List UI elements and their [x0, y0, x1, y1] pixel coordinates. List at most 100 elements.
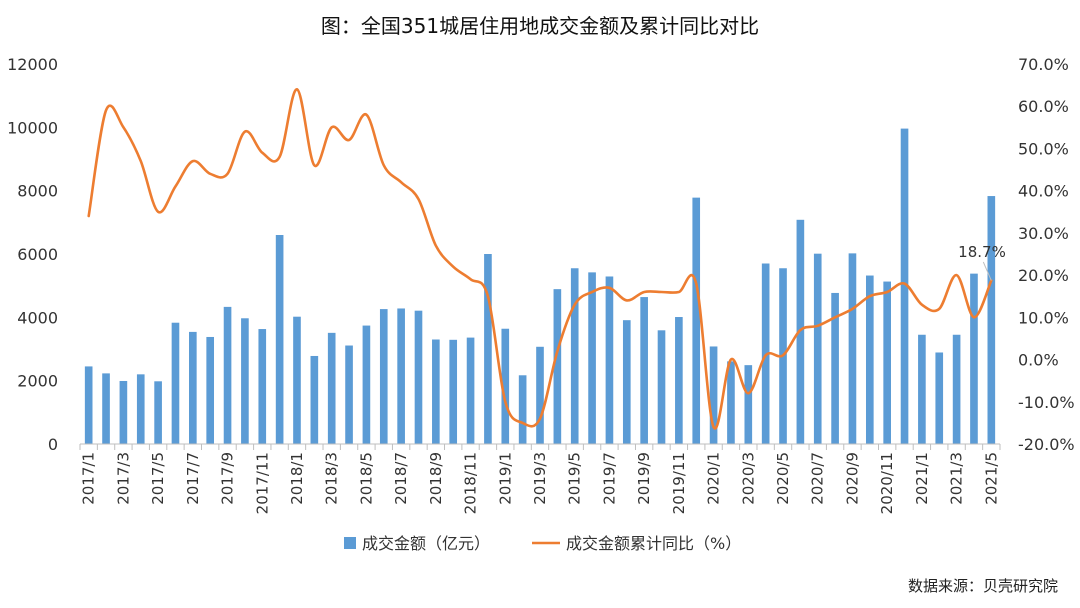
bar — [223, 306, 232, 444]
x-tick-label: 2021/5 — [982, 452, 1000, 505]
bar — [345, 345, 353, 444]
bar — [622, 320, 631, 444]
bar — [310, 355, 319, 444]
bar — [675, 317, 683, 444]
bar — [848, 253, 857, 444]
left-axis-ticks: 0 2000 4000 6000 8000 10000 12000 — [7, 55, 58, 454]
bar — [206, 336, 215, 444]
x-tick-label: 2017/11 — [253, 452, 271, 514]
bar — [883, 281, 891, 444]
annotation-group: 18.7% — [958, 243, 1006, 281]
right-axis-tick-label: 30.0% — [1018, 224, 1069, 243]
bar — [918, 334, 926, 444]
bar — [605, 276, 614, 444]
x-tick-label: 2021/1 — [913, 452, 931, 505]
bar — [414, 310, 423, 444]
right-axis-ticks: -20.0% -10.0% 0.0% 10.0% 20.0% 30.0% 40.0% 50.0… — [1018, 55, 1075, 454]
x-tick-label: 2019/3 — [531, 452, 549, 505]
bar — [397, 308, 405, 444]
x-tick-label: 2020/11 — [878, 452, 896, 514]
bar — [588, 272, 596, 444]
line-series-yoy — [87, 87, 993, 430]
left-axis-tick-label: 2000 — [17, 372, 58, 391]
x-tick-label: 2017/3 — [114, 452, 132, 505]
bar — [900, 128, 909, 444]
bar — [570, 268, 579, 444]
bar — [102, 373, 110, 444]
left-axis-tick-label: 10000 — [7, 118, 58, 137]
x-tick-label: 2020/5 — [774, 452, 792, 505]
x-tick-label: 2017/5 — [149, 452, 167, 505]
x-tick-label: 2020/3 — [739, 452, 757, 505]
x-tick-label: 2018/1 — [288, 452, 306, 505]
bar — [154, 381, 162, 444]
bar — [813, 253, 822, 444]
bar — [796, 219, 805, 444]
bar — [379, 309, 388, 444]
legend: 成交金额（亿元） 成交金额累计同比（%） — [344, 534, 741, 553]
left-axis-tick-label: 8000 — [17, 182, 58, 201]
data-source: 数据来源：贝壳研究院 — [907, 577, 1058, 595]
x-tick-label: 2019/7 — [600, 452, 618, 505]
bar — [744, 365, 753, 444]
bar — [275, 235, 284, 444]
x-tick-label: 2018/9 — [427, 452, 445, 505]
bar — [119, 380, 128, 444]
bar — [692, 197, 701, 444]
bar — [987, 196, 996, 444]
x-tick-label: 2017/7 — [184, 452, 202, 505]
right-axis-tick-label: 60.0% — [1018, 97, 1069, 116]
x-tick-label: 2018/11 — [462, 452, 480, 514]
bar — [84, 366, 93, 444]
right-axis-tick-label: 70.0% — [1018, 55, 1069, 74]
bar — [501, 328, 510, 444]
x-tick-label: 2019/11 — [670, 452, 688, 514]
bar — [327, 332, 336, 444]
bar — [432, 339, 440, 444]
bar — [970, 273, 978, 444]
annotation-label: 18.7% — [958, 243, 1006, 261]
x-tick-label: 2019/9 — [635, 452, 653, 505]
bar — [831, 292, 839, 444]
bar — [709, 346, 718, 444]
chart-title: 图：全国351城居住用地成交金额及累计同比对比 — [320, 14, 760, 38]
bar — [293, 316, 301, 444]
x-tick-label: 2018/5 — [357, 452, 375, 505]
left-axis-tick-label: 0 — [48, 435, 58, 454]
left-axis-tick-label: 4000 — [17, 308, 58, 327]
x-tick-label: 2018/3 — [323, 452, 341, 505]
x-tick-label: 2019/5 — [566, 452, 584, 505]
bar — [952, 334, 961, 444]
right-axis-tick-label: 20.0% — [1018, 266, 1069, 285]
annotation-leader — [982, 261, 992, 281]
right-axis-tick-label: 0.0% — [1018, 351, 1059, 370]
right-axis-tick-label: 50.0% — [1018, 139, 1069, 158]
legend-bar-swatch — [344, 537, 356, 549]
x-tick-label: 2020/7 — [809, 452, 827, 505]
bar-series — [84, 128, 996, 444]
x-tick-label: 2020/1 — [705, 452, 723, 505]
right-axis-tick-label: -20.0% — [1018, 435, 1075, 454]
legend-line-label: 成交金额累计同比（%） — [566, 534, 741, 553]
bar — [449, 339, 458, 444]
bar — [536, 346, 544, 444]
x-axis-ticks: 2017/1 2017/3 2017/5 2017/7 2017/9 2017/11 201… — [79, 444, 1001, 514]
right-axis-tick-label: 40.0% — [1018, 182, 1069, 201]
bar — [935, 352, 944, 444]
bar — [865, 275, 874, 444]
x-tick-label: 2019/1 — [496, 452, 514, 505]
x-tick-label: 2017/1 — [80, 452, 98, 505]
bar — [362, 325, 371, 444]
bar — [466, 337, 475, 444]
bar — [136, 374, 145, 444]
x-tick-label: 2017/9 — [219, 452, 237, 505]
bar — [518, 375, 527, 444]
x-tick-label: 2021/3 — [948, 452, 966, 505]
left-axis-tick-label: 6000 — [17, 245, 58, 264]
bar — [241, 318, 249, 444]
x-tick-label: 2020/9 — [843, 452, 861, 505]
bar — [640, 297, 648, 444]
bar — [171, 322, 180, 444]
right-axis-tick-label: 10.0% — [1018, 308, 1069, 327]
